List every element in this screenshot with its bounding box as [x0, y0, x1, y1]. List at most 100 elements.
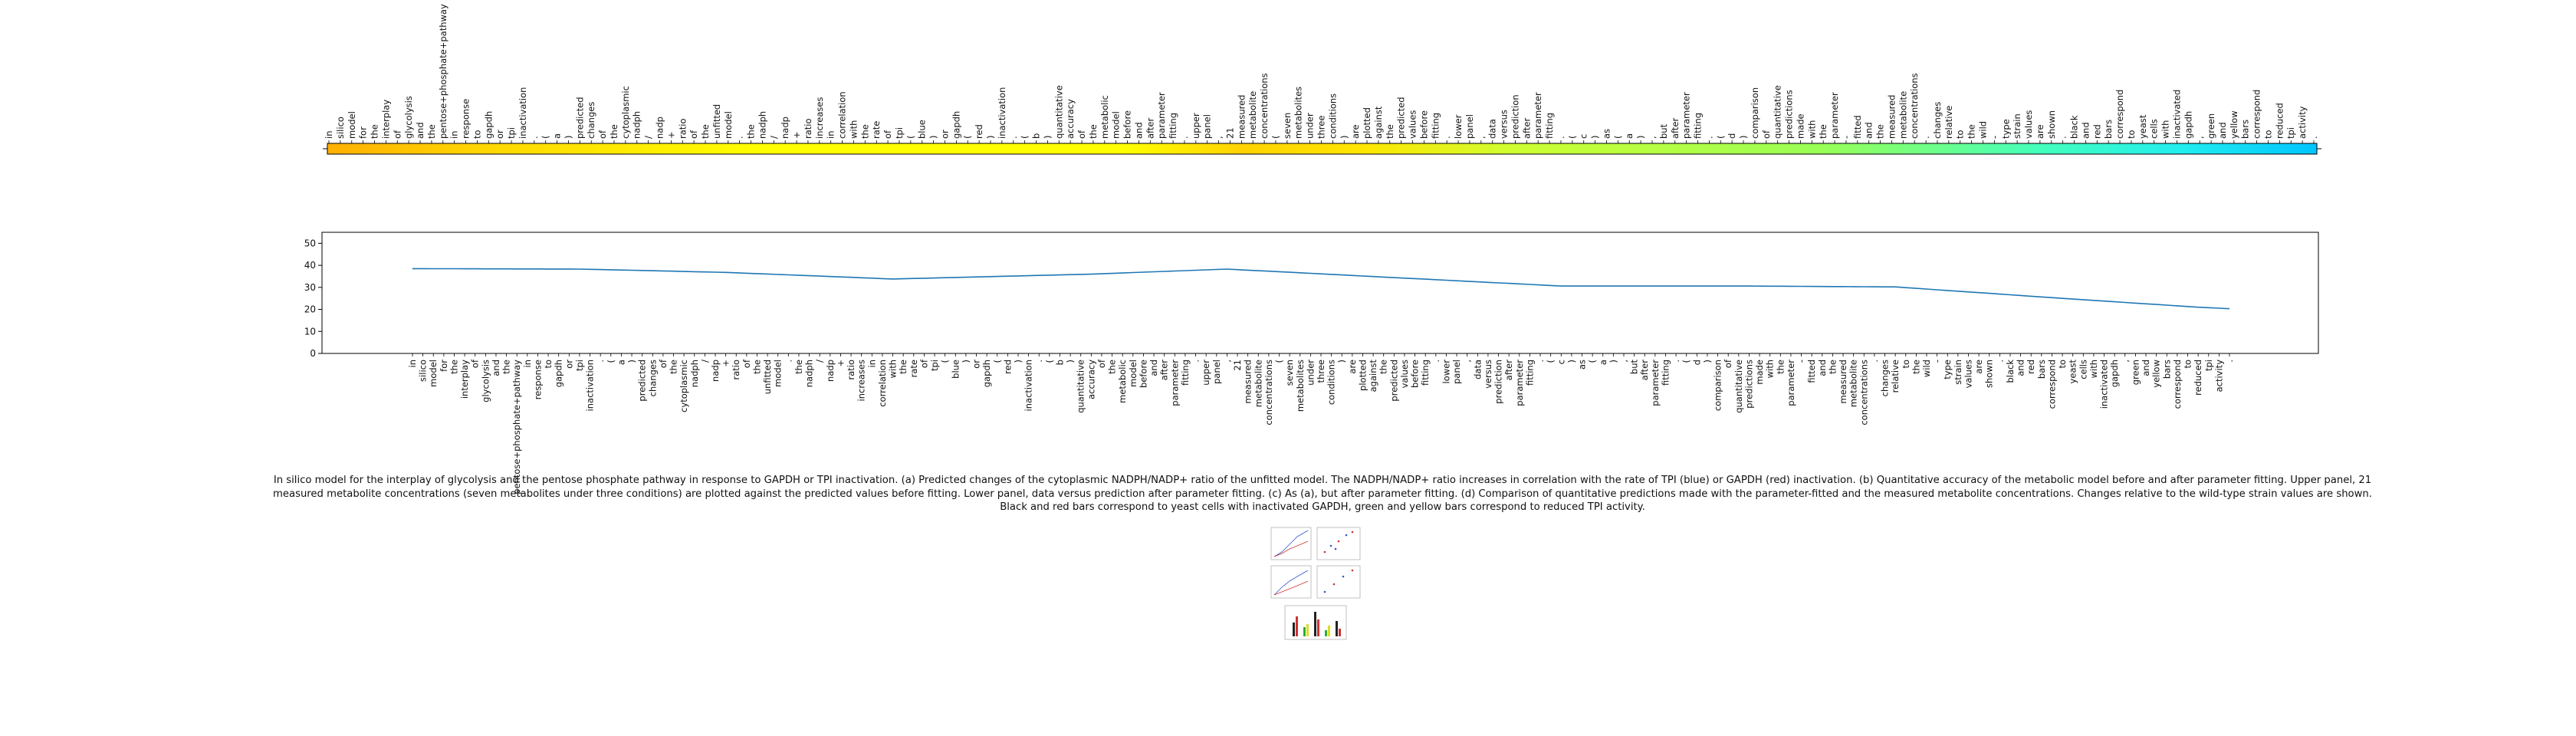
- series-line: [412, 268, 2230, 310]
- x-token-label: of: [1723, 359, 1733, 368]
- x-token-label: (: [1681, 360, 1692, 363]
- x-token-label: blue: [950, 360, 961, 379]
- x-token-label: interplay: [459, 360, 470, 399]
- heatmap-token-label: and: [2080, 122, 2091, 139]
- heatmap-token-label: of: [1761, 130, 1772, 139]
- x-token-label: tpi: [2203, 360, 2214, 371]
- x-token-label: the: [449, 360, 459, 374]
- x-token-label: unfitted: [762, 360, 773, 394]
- heatmap-token-label: data: [1487, 119, 1498, 139]
- heatmap-token-label: a: [1624, 133, 1635, 139]
- heatmap-token-label: the: [370, 124, 380, 139]
- x-token-label: predictions: [1743, 360, 1754, 409]
- x-token-label: relative: [1890, 360, 1901, 393]
- x-token-label: with: [2088, 360, 2099, 378]
- heatmap-token-label: changes: [1932, 102, 1943, 139]
- x-token-label: correspond: [2046, 360, 2057, 409]
- x-token-label: the: [794, 360, 804, 374]
- heatmap-token-label: the: [1875, 124, 1886, 139]
- heatmap-token-label: increases: [814, 97, 825, 139]
- x-token-label: gapdh: [981, 360, 992, 387]
- heatmap-token-label: but: [1658, 123, 1669, 139]
- heatmap-token-label: response: [461, 99, 472, 139]
- heatmap-token-label: d: [1727, 133, 1737, 139]
- x-token-label: c: [1556, 360, 1566, 364]
- heatmap-token-label: in: [449, 131, 460, 139]
- x-token-label: metabolite: [1848, 360, 1859, 407]
- x-token-label: ): [1566, 360, 1577, 363]
- x-token-label: are: [1347, 360, 1358, 374]
- heatmap-token-label: fitted: [1852, 115, 1863, 139]
- heatmap-token-labels: in silico model for the interplay of glycolysis…: [324, 4, 2319, 143]
- heatmap-token-label: +: [665, 131, 676, 139]
- heatmap-token-label: glycolysis: [403, 96, 414, 139]
- x-token-label: nadph: [804, 360, 815, 387]
- x-token-label: after: [1159, 360, 1170, 380]
- x-token-label: plotted: [1357, 360, 1368, 391]
- heatmap-token-label: panel: [1202, 114, 1213, 139]
- heatmap-token-label: versus: [1499, 110, 1510, 139]
- x-token-label: concentrations: [1858, 360, 1869, 426]
- x-token-label: in: [407, 360, 418, 367]
- heatmap-token-label: are: [2035, 124, 2045, 139]
- x-token-label: increases: [856, 360, 867, 401]
- heatmap-token-label: panel: [1464, 114, 1475, 139]
- x-token-label: accuracy: [1086, 360, 1096, 399]
- x-token-label: (: [1546, 360, 1556, 363]
- heatmap-token-label: /: [643, 136, 654, 139]
- x-token-label: fitting: [1660, 360, 1671, 386]
- x-token-label: measured: [1243, 360, 1254, 403]
- heatmap-token-label: type: [2000, 119, 2011, 139]
- x-token-label: .: [1033, 360, 1044, 363]
- heatmap-token-label: gapdh: [2183, 111, 2193, 139]
- heatmap-token-label: after: [1521, 118, 1532, 139]
- heatmap-token-label: .: [1008, 136, 1019, 139]
- heatmap-token-label: fitting: [1168, 113, 1178, 139]
- x-token-label: -: [1932, 360, 1943, 363]
- x-token-label: ): [961, 360, 971, 363]
- heatmap-token-label: black: [2069, 115, 2080, 139]
- x-token-label: before: [1138, 360, 1148, 388]
- heatmap-token-label: after: [1145, 118, 1155, 139]
- y-tick-label: 30: [304, 282, 316, 293]
- heatmap-token-label: comparison: [1750, 87, 1760, 139]
- heatmap-token-label: parameter: [1829, 92, 1840, 139]
- x-token-label: inactivated: [2099, 360, 2110, 409]
- heatmap-token-label: strain: [2012, 113, 2022, 139]
- x-token-label: the: [751, 360, 762, 374]
- x-token-label: parameter: [1514, 360, 1525, 406]
- heatmap-token-label: and: [2217, 122, 2228, 139]
- heatmap-token-label: (: [1020, 136, 1030, 140]
- x-token-label: (: [1587, 360, 1598, 363]
- x-token-label: but: [1629, 360, 1640, 375]
- heatmap-token-label: (: [905, 136, 916, 140]
- heatmap-token-label: ,: [2194, 136, 2205, 139]
- x-token-label: cells: [2078, 360, 2088, 380]
- x-token-label: in: [866, 360, 877, 367]
- x-token-label: seven: [1284, 360, 1295, 386]
- heatmap-token-label: -: [1841, 136, 1852, 139]
- heatmap-token-label: model: [1111, 111, 1122, 139]
- x-token-label: parameter: [1169, 360, 1180, 406]
- heatmap-token-label: red: [974, 124, 984, 139]
- heatmap-token-label: pentose+phosphate+pathway: [438, 4, 449, 139]
- x-token-label: data: [1472, 360, 1483, 380]
- x-token-label: tpi: [929, 360, 940, 371]
- x-token-label: a: [1598, 360, 1608, 365]
- heatmap-token-label: and: [415, 122, 426, 139]
- heatmap-token-label: b: [1031, 133, 1042, 139]
- heatmap-token-label: activity: [2297, 106, 2308, 139]
- heatmap-token-label: concentrations: [1909, 73, 1920, 139]
- heatmap-token-label: with: [848, 120, 859, 139]
- heatmap-token-label: (: [1567, 136, 1578, 140]
- x-token-label: glycolysis: [480, 360, 491, 402]
- heatmap-token-label: inactivation: [997, 87, 1007, 139]
- heatmap-token-label: (: [1612, 136, 1623, 140]
- x-token-label: .: [1671, 360, 1681, 363]
- heatmap-token-label: to: [1955, 130, 1966, 139]
- heatmap-token-label: .: [529, 136, 540, 139]
- heatmap-token-label: predicted: [1396, 97, 1407, 139]
- heatmap-token-label: prediction: [1510, 94, 1520, 139]
- x-token-label: upper: [1201, 360, 1211, 386]
- heatmap-token-label: metabolites: [1293, 87, 1304, 139]
